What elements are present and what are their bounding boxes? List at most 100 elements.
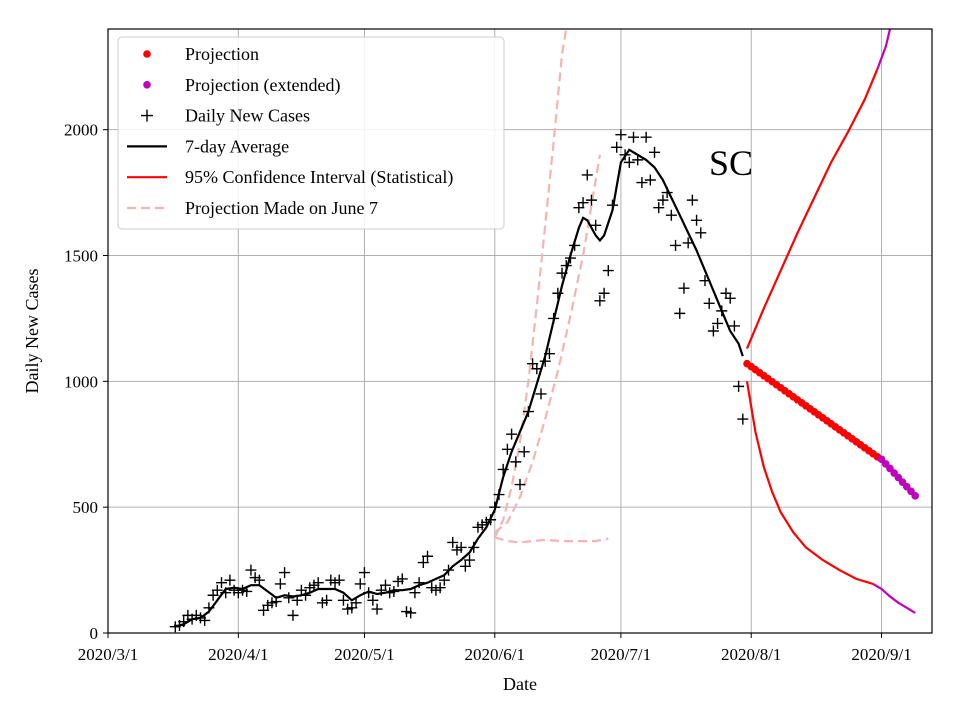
daily-case-marker (552, 287, 564, 299)
daily-case-marker (703, 297, 715, 309)
x-axis-label: Date (503, 674, 537, 694)
state-annotation: SC (709, 143, 753, 183)
daily-case-marker (628, 131, 640, 143)
legend-label: Projection Made on June 7 (185, 198, 378, 218)
daily-case-marker (691, 214, 703, 226)
legend-marker-dot (143, 50, 151, 58)
daily-case-marker (422, 550, 434, 562)
daily-case-marker (577, 197, 589, 209)
daily-case-marker (337, 594, 349, 606)
june7-projection-line (493, 29, 568, 538)
daily-case-marker (279, 567, 291, 579)
y-tick-label: 0 (90, 624, 99, 643)
x-tick-label: 2020/9/1 (851, 645, 911, 664)
daily-case-marker (199, 614, 211, 626)
daily-case-marker (602, 265, 614, 277)
legend-marker-plus (141, 109, 153, 122)
daily-case-marker (447, 536, 459, 548)
daily-case-marker (590, 219, 602, 231)
daily-case-marker (653, 202, 665, 214)
daily-case-marker (396, 573, 408, 585)
ci-extended-lower-line (872, 582, 916, 614)
daily-case-marker (707, 325, 719, 337)
daily-case-marker (501, 443, 513, 455)
daily-case-marker (678, 282, 690, 294)
daily-case-marker (581, 169, 593, 181)
legend-label: Daily New Cases (185, 106, 310, 126)
y-tick-label: 1500 (64, 247, 98, 266)
daily-case-marker (674, 307, 686, 319)
daily-case-marker (518, 446, 530, 458)
daily-case-marker (598, 287, 610, 299)
daily-case-marker (733, 380, 745, 392)
daily-case-marker (636, 177, 648, 189)
daily-case-marker (724, 292, 736, 304)
daily-case-marker (695, 227, 707, 239)
legend-label: Projection (extended) (185, 75, 340, 96)
data-series (169, 29, 919, 633)
legend-label: Projection (185, 44, 259, 64)
daily-case-marker (649, 146, 661, 158)
legend-label: 7-day Average (185, 136, 289, 156)
ci-upper-line (745, 68, 879, 350)
legend-box (117, 36, 505, 230)
daily-case-marker (438, 574, 450, 586)
daily-case-marker (510, 456, 522, 468)
daily-case-marker (670, 239, 682, 251)
x-tick-label: 2020/5/1 (334, 645, 394, 664)
y-tick-label: 1000 (64, 372, 98, 391)
daily-case-marker (644, 174, 656, 186)
daily-case-marker (632, 154, 644, 166)
ci-extended-upper-line (876, 29, 892, 70)
daily-case-marker (665, 209, 677, 221)
seven-day-average-line (174, 148, 744, 628)
daily-case-marker (737, 413, 749, 425)
daily-case-marker (686, 194, 698, 206)
daily-case-marker (434, 582, 446, 594)
daily-case-marker (333, 574, 345, 586)
daily-case-marker (354, 578, 366, 590)
daily-case-marker (417, 557, 429, 569)
daily-case-marker (287, 609, 299, 621)
daily-case-marker (728, 320, 740, 332)
x-tick-label: 2020/8/1 (721, 645, 781, 664)
daily-case-marker (594, 295, 606, 307)
daily-case-marker (274, 578, 286, 590)
daily-case-marker (350, 597, 362, 609)
legend-marker-dot (143, 81, 151, 89)
daily-case-marker (379, 579, 391, 591)
daily-case-marker (367, 594, 379, 606)
daily-case-marker (535, 388, 547, 400)
daily-case-marker (312, 577, 324, 589)
daily-case-marker (657, 194, 669, 206)
legend-label: 95% Confidence Interval (Statistical) (185, 167, 453, 188)
x-tick-label: 2020/4/1 (208, 645, 268, 664)
daily-case-marker (405, 607, 417, 619)
daily-case-marker (640, 131, 652, 143)
daily-case-marker (409, 587, 421, 599)
y-tick-label: 2000 (64, 121, 98, 140)
daily-case-marker (623, 156, 635, 168)
daily-case-marker (611, 141, 623, 153)
daily-case-marker (455, 541, 467, 553)
daily-case-marker (321, 594, 333, 606)
projection-extended-dot (911, 492, 919, 500)
june7-projection-line (494, 536, 609, 544)
y-tick-label: 500 (73, 498, 99, 517)
daily-case-marker (371, 603, 383, 615)
legend: Projection Projection (extended) Daily New… (117, 36, 505, 230)
daily-case-marker (615, 129, 627, 141)
x-tick-label: 2020/6/1 (465, 645, 525, 664)
y-axis-label: Daily New Cases (22, 269, 42, 394)
daily-case-marker (245, 564, 257, 576)
daily-case-marker (216, 577, 228, 589)
daily-case-marker (211, 584, 223, 596)
x-tick-label: 2020/7/1 (591, 645, 651, 664)
daily-case-marker (514, 479, 526, 491)
daily-case-marker (459, 560, 471, 572)
daily-case-marker (585, 194, 597, 206)
daily-case-marker (283, 592, 295, 604)
ci-lower-line (745, 381, 874, 585)
daily-case-marker (712, 317, 724, 329)
